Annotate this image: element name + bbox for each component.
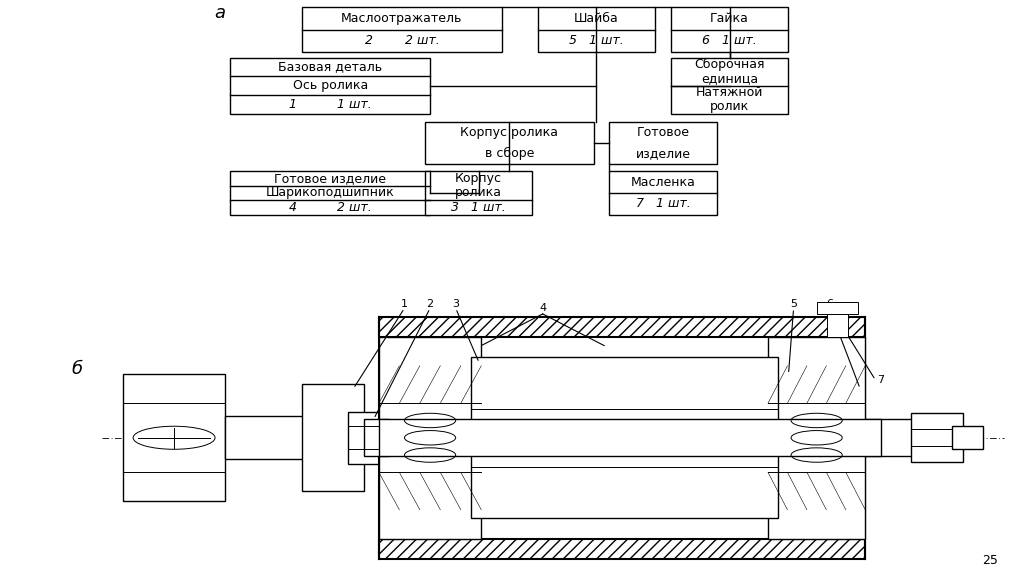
Text: единица: единица <box>701 72 758 85</box>
Text: Гайка: Гайка <box>711 12 749 25</box>
Bar <box>865 419 922 456</box>
Text: Шарикоподшипник: Шарикоподшипник <box>266 187 394 199</box>
Text: Маслоотражатель: Маслоотражатель <box>341 12 463 25</box>
Text: Готовое изделие: Готовое изделие <box>274 172 386 185</box>
Text: 2        2 шт.: 2 2 шт. <box>365 34 439 47</box>
Bar <box>425 172 532 215</box>
Bar <box>302 7 502 52</box>
Text: Корпус: Корпус <box>456 172 502 185</box>
Bar <box>379 539 865 559</box>
Text: ролик: ролик <box>710 100 750 113</box>
Text: 3: 3 <box>453 299 459 309</box>
Bar <box>348 412 384 464</box>
Text: а: а <box>215 4 225 22</box>
Text: 3   1 шт.: 3 1 шт. <box>452 201 506 214</box>
Text: Базовая деталь: Базовая деталь <box>279 60 382 74</box>
Bar <box>230 58 430 114</box>
Bar <box>471 357 778 518</box>
Text: Шайба: Шайба <box>574 12 618 25</box>
Bar <box>379 419 881 456</box>
Bar <box>538 7 655 52</box>
Text: Натяжной: Натяжной <box>696 86 763 99</box>
Text: 6: 6 <box>826 299 833 309</box>
Text: б: б <box>72 359 82 378</box>
Bar <box>609 123 717 164</box>
Bar <box>230 172 430 215</box>
Text: Готовое: Готовое <box>637 126 689 139</box>
Text: 4: 4 <box>540 303 546 313</box>
Bar <box>827 314 848 337</box>
Text: Ось ролика: Ось ролика <box>293 79 368 92</box>
Bar <box>379 337 481 539</box>
Bar <box>123 374 225 501</box>
Text: 4          2 шт.: 4 2 шт. <box>289 201 372 214</box>
Text: 2: 2 <box>427 299 433 309</box>
Text: 1: 1 <box>401 299 408 309</box>
Text: изделие: изделие <box>636 147 690 160</box>
Bar <box>364 419 389 456</box>
Text: Корпус ролика: Корпус ролика <box>461 126 558 139</box>
Bar <box>671 58 788 114</box>
Text: в сборе: в сборе <box>484 147 535 160</box>
Text: 7: 7 <box>878 375 884 385</box>
Bar <box>952 426 983 449</box>
Bar <box>225 416 317 460</box>
Text: Масленка: Масленка <box>631 176 695 189</box>
Text: ролика: ролика <box>456 187 502 199</box>
Bar <box>379 317 865 337</box>
Bar <box>911 414 963 462</box>
Text: 5   1 шт.: 5 1 шт. <box>569 34 624 47</box>
Bar <box>768 337 865 539</box>
Text: 1          1 шт.: 1 1 шт. <box>289 98 372 111</box>
Bar <box>671 7 788 52</box>
Bar <box>302 385 364 491</box>
Text: 7   1 шт.: 7 1 шт. <box>636 197 690 210</box>
Bar <box>817 302 858 314</box>
Bar <box>425 123 594 164</box>
Text: 5: 5 <box>791 299 797 309</box>
Text: 25: 25 <box>982 554 998 567</box>
Text: 6   1 шт.: 6 1 шт. <box>702 34 757 47</box>
Text: Сборочная: Сборочная <box>694 58 765 71</box>
Bar <box>609 172 717 215</box>
